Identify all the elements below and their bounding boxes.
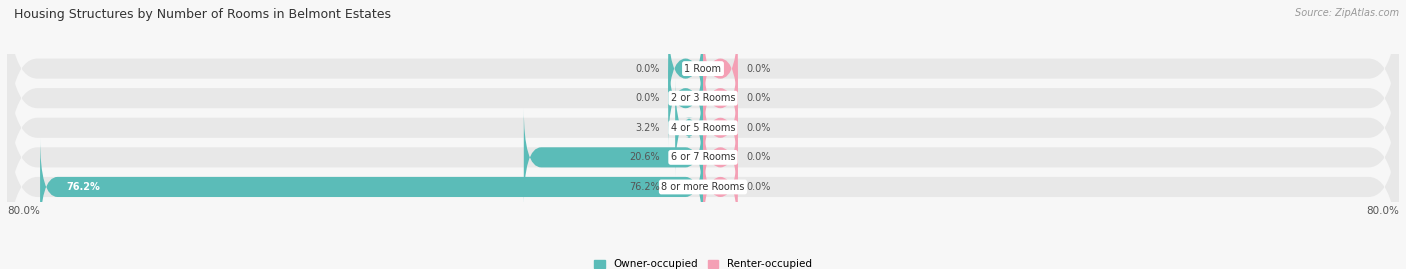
FancyBboxPatch shape [703,19,738,118]
Text: 0.0%: 0.0% [636,63,659,74]
FancyBboxPatch shape [703,138,738,236]
FancyBboxPatch shape [703,79,738,177]
Text: 2 or 3 Rooms: 2 or 3 Rooms [671,93,735,103]
FancyBboxPatch shape [703,49,738,147]
Text: 0.0%: 0.0% [747,123,770,133]
FancyBboxPatch shape [7,0,1399,162]
Text: 3.2%: 3.2% [636,123,659,133]
Text: 6 or 7 Rooms: 6 or 7 Rooms [671,152,735,162]
FancyBboxPatch shape [524,108,703,207]
FancyBboxPatch shape [703,108,738,207]
FancyBboxPatch shape [7,93,1399,269]
Text: 76.2%: 76.2% [66,182,100,192]
Text: 20.6%: 20.6% [628,152,659,162]
Text: 76.2%: 76.2% [628,182,659,192]
FancyBboxPatch shape [668,19,703,118]
Text: 0.0%: 0.0% [636,93,659,103]
Text: 4 or 5 Rooms: 4 or 5 Rooms [671,123,735,133]
Text: 80.0%: 80.0% [1367,206,1399,216]
Text: 0.0%: 0.0% [747,93,770,103]
FancyBboxPatch shape [7,64,1399,251]
Legend: Owner-occupied, Renter-occupied: Owner-occupied, Renter-occupied [591,255,815,269]
Text: 0.0%: 0.0% [747,63,770,74]
FancyBboxPatch shape [675,79,703,177]
Text: 80.0%: 80.0% [7,206,39,216]
Text: 8 or more Rooms: 8 or more Rooms [661,182,745,192]
FancyBboxPatch shape [668,49,703,147]
Text: Source: ZipAtlas.com: Source: ZipAtlas.com [1295,8,1399,18]
FancyBboxPatch shape [7,5,1399,192]
FancyBboxPatch shape [41,138,703,236]
Text: 0.0%: 0.0% [747,182,770,192]
Text: 0.0%: 0.0% [747,152,770,162]
Text: 1 Room: 1 Room [685,63,721,74]
Text: Housing Structures by Number of Rooms in Belmont Estates: Housing Structures by Number of Rooms in… [14,8,391,21]
FancyBboxPatch shape [7,34,1399,221]
